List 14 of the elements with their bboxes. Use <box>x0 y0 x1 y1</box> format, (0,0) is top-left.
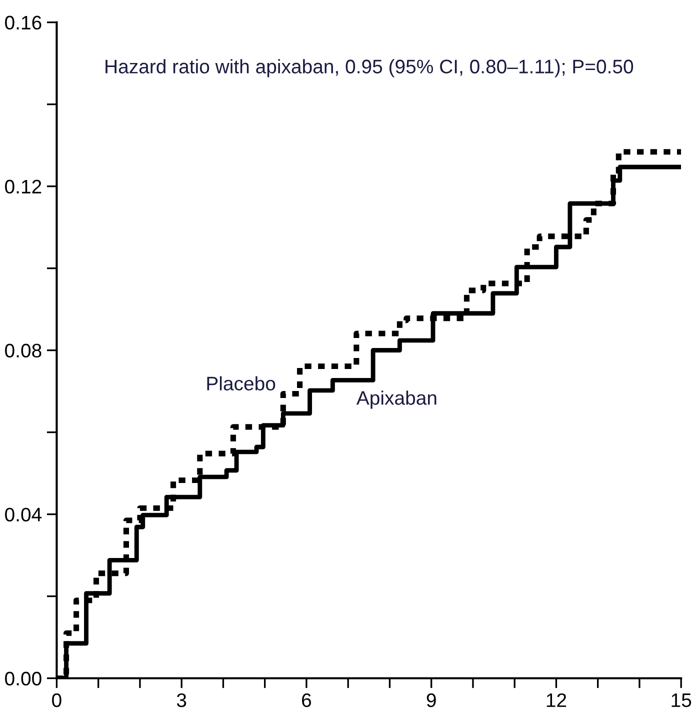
y-tick-label: 0.00 <box>5 672 42 686</box>
y-tick-label: 0.16 <box>5 16 42 30</box>
x-tick-label: 6 <box>302 693 312 708</box>
x-tick-label: 12 <box>546 693 566 707</box>
x-tick-label: 3 <box>176 693 186 708</box>
annotation: Hazard ratio with apixaban, 0.95 (95% CI, 0.80–1.11); P=0.50 <box>106 59 634 78</box>
y-tick-label: 0.04 <box>5 508 42 522</box>
x-tick-label: 0 <box>52 693 62 708</box>
series-label: Placebo <box>207 376 276 390</box>
y-tick-label: 0.08 <box>5 344 42 358</box>
y-tick-label: 0.12 <box>5 180 42 194</box>
x-tick-label: 15 <box>672 694 692 708</box>
series-label: Apixaban <box>356 390 436 409</box>
x-tick-label: 9 <box>426 693 436 708</box>
